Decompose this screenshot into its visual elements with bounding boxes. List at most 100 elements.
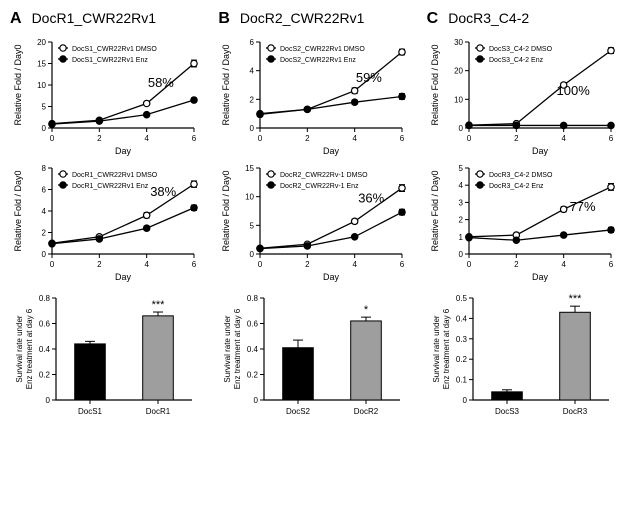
- column-header: C DocR3_C4-2: [427, 10, 623, 28]
- svg-text:0.3: 0.3: [456, 335, 468, 344]
- svg-text:5: 5: [250, 221, 255, 230]
- svg-text:0: 0: [462, 396, 467, 405]
- svg-text:58%: 58%: [148, 75, 174, 90]
- bar-chart: 00.20.40.60.8Survival rate underEnz trea…: [218, 288, 408, 428]
- svg-text:2: 2: [514, 260, 519, 269]
- svg-text:DocS3_C4-2 DMSO: DocS3_C4-2 DMSO: [489, 46, 553, 53]
- svg-text:38%: 38%: [150, 184, 176, 199]
- line-chart: 024680246DayRelative Fold / Day0DocR1_CW…: [10, 162, 200, 282]
- svg-text:0.4: 0.4: [456, 314, 468, 323]
- svg-text:5: 5: [458, 164, 463, 173]
- svg-text:100%: 100%: [556, 83, 590, 98]
- svg-text:DocR3_C4-2 Enz: DocR3_C4-2 Enz: [489, 183, 544, 190]
- svg-text:30: 30: [454, 38, 463, 47]
- line-chart: 01020300246DayRelative Fold / Day0DocS3_…: [427, 36, 617, 156]
- svg-text:59%: 59%: [356, 70, 382, 85]
- svg-text:0: 0: [50, 134, 55, 143]
- svg-text:DocS3: DocS3: [495, 407, 520, 416]
- svg-text:Relative Fold / Day0: Relative Fold / Day0: [13, 170, 23, 251]
- svg-text:Survival rate under: Survival rate under: [223, 315, 232, 382]
- svg-text:DocS1: DocS1: [78, 407, 103, 416]
- svg-text:Day: Day: [115, 272, 132, 282]
- svg-text:6: 6: [192, 134, 197, 143]
- svg-text:0.5: 0.5: [456, 294, 468, 303]
- panel-title: DocR3_C4-2: [448, 10, 529, 26]
- svg-text:Day: Day: [323, 146, 340, 156]
- svg-text:Relative Fold / Day0: Relative Fold / Day0: [221, 44, 231, 125]
- svg-text:20: 20: [454, 67, 463, 76]
- svg-text:0: 0: [258, 260, 263, 269]
- svg-text:Enz treatment at day 6: Enz treatment at day 6: [25, 308, 34, 389]
- svg-text:4: 4: [250, 67, 255, 76]
- svg-text:0.2: 0.2: [247, 371, 259, 380]
- svg-text:2: 2: [514, 134, 519, 143]
- svg-text:2: 2: [305, 260, 310, 269]
- svg-text:2: 2: [97, 260, 102, 269]
- svg-text:0: 0: [466, 260, 471, 269]
- svg-text:***: ***: [152, 299, 166, 311]
- svg-text:6: 6: [400, 260, 405, 269]
- svg-text:0.6: 0.6: [247, 320, 259, 329]
- svg-text:DocS1_CWR22Rv1 DMSO: DocS1_CWR22Rv1 DMSO: [72, 46, 157, 53]
- svg-text:4: 4: [561, 260, 566, 269]
- line-chart: 051015200246DayRelative Fold / Day0DocS1…: [10, 36, 200, 156]
- svg-text:Relative Fold / Day0: Relative Fold / Day0: [221, 170, 231, 251]
- svg-text:DocR2: DocR2: [354, 407, 379, 416]
- svg-text:0.8: 0.8: [247, 294, 259, 303]
- svg-text:DocR1_CWR22Rv1 DMSO: DocR1_CWR22Rv1 DMSO: [72, 172, 158, 179]
- bar-chart: 00.20.40.60.8Survival rate underEnz trea…: [10, 288, 200, 428]
- svg-text:0.2: 0.2: [456, 355, 468, 364]
- svg-text:Survival rate under: Survival rate under: [15, 315, 24, 382]
- svg-text:6: 6: [250, 38, 255, 47]
- svg-text:Day: Day: [532, 272, 549, 282]
- svg-text:4: 4: [144, 260, 149, 269]
- svg-text:4: 4: [144, 134, 149, 143]
- svg-text:DocR3: DocR3: [562, 407, 587, 416]
- svg-text:0: 0: [258, 134, 263, 143]
- svg-text:1: 1: [458, 233, 463, 242]
- svg-text:36%: 36%: [359, 190, 385, 205]
- svg-text:2: 2: [458, 216, 463, 225]
- svg-text:Relative Fold / Day0: Relative Fold / Day0: [430, 170, 440, 251]
- svg-text:DocR1_CWR22Rv1 Enz: DocR1_CWR22Rv1 Enz: [72, 183, 149, 190]
- svg-text:DocS2: DocS2: [286, 407, 311, 416]
- svg-text:0.6: 0.6: [39, 320, 51, 329]
- line-chart-cell: 02460246DayRelative Fold / Day0DocS2_CWR…: [218, 36, 414, 156]
- svg-text:6: 6: [192, 260, 197, 269]
- svg-text:0.4: 0.4: [247, 345, 259, 354]
- bar-chart-cell: 00.20.40.60.8Survival rate underEnz trea…: [10, 288, 206, 428]
- line-chart-cell: 024680246DayRelative Fold / Day0DocR1_CW…: [10, 162, 206, 282]
- line-chart-cell: 051015200246DayRelative Fold / Day0DocS1…: [10, 36, 206, 156]
- svg-text:15: 15: [245, 164, 254, 173]
- svg-text:0: 0: [458, 124, 463, 133]
- svg-text:*: *: [364, 304, 369, 316]
- svg-text:4: 4: [42, 207, 47, 216]
- svg-text:Enz treatment at day 6: Enz treatment at day 6: [442, 308, 451, 389]
- line-chart: 0123450246DayRelative Fold / Day0DocR3_C…: [427, 162, 617, 282]
- svg-text:0.8: 0.8: [39, 294, 51, 303]
- line-chart: 02460246DayRelative Fold / Day0DocS2_CWR…: [218, 36, 408, 156]
- svg-text:5: 5: [42, 103, 47, 112]
- line-chart-cell: 01020300246DayRelative Fold / Day0DocS3_…: [427, 36, 623, 156]
- line-chart-cell: 0123450246DayRelative Fold / Day0DocR3_C…: [427, 162, 623, 282]
- svg-text:4: 4: [353, 260, 358, 269]
- svg-text:2: 2: [42, 229, 47, 238]
- svg-text:0.4: 0.4: [39, 345, 51, 354]
- svg-text:Day: Day: [115, 146, 132, 156]
- svg-text:4: 4: [458, 181, 463, 190]
- svg-text:0: 0: [50, 260, 55, 269]
- svg-text:20: 20: [37, 38, 46, 47]
- svg-text:6: 6: [400, 134, 405, 143]
- line-chart: 0510150246DayRelative Fold / Day0DocR2_C…: [218, 162, 408, 282]
- panel-title: DocR2_CWR22Rv1: [240, 10, 364, 26]
- svg-text:0: 0: [42, 124, 47, 133]
- bar-chart-cell: 00.10.20.30.40.5Survival rate underEnz t…: [427, 288, 623, 428]
- line-chart-cell: 0510150246DayRelative Fold / Day0DocR2_C…: [218, 162, 414, 282]
- svg-text:DocR2_CWR22Rv-1 Enz: DocR2_CWR22Rv-1 Enz: [280, 183, 359, 190]
- svg-text:Survival rate under: Survival rate under: [432, 315, 441, 382]
- svg-text:6: 6: [608, 260, 613, 269]
- svg-text:8: 8: [42, 164, 47, 173]
- svg-text:Relative Fold / Day0: Relative Fold / Day0: [430, 44, 440, 125]
- svg-text:4: 4: [353, 134, 358, 143]
- panel-letter: C: [427, 10, 439, 28]
